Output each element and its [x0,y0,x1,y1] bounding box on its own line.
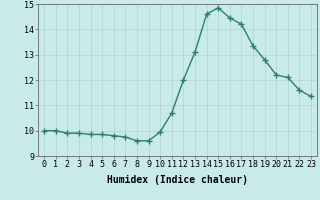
X-axis label: Humidex (Indice chaleur): Humidex (Indice chaleur) [107,175,248,185]
